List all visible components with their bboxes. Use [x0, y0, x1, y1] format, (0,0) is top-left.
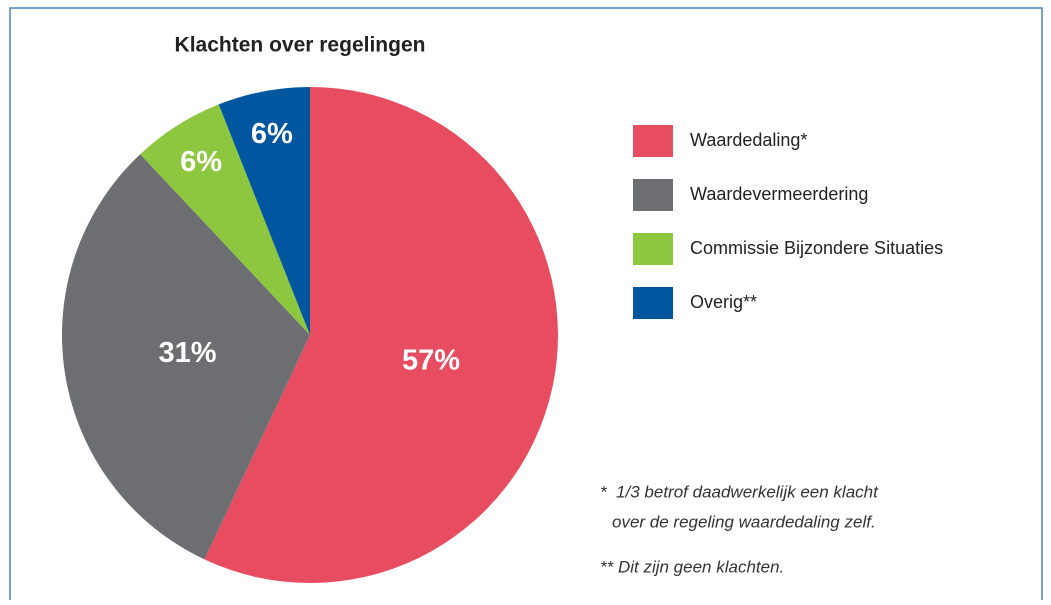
slice-label: 31% — [159, 337, 217, 369]
pie-slice — [62, 154, 310, 560]
legend-swatch — [633, 179, 673, 211]
legend-swatch — [633, 125, 673, 157]
pie-slice — [204, 87, 559, 584]
legend-swatch — [633, 287, 673, 319]
slice-label: 57% — [402, 345, 460, 377]
pie-slice — [218, 87, 310, 335]
legend-label: Waardedaling* — [690, 130, 807, 150]
legend-swatch — [633, 233, 673, 265]
legend-label: Waardevermeerdering — [690, 184, 868, 204]
footnote: * 1/3 betrof daadwerkelijk een klacht — [600, 482, 879, 501]
legend-label: Overig** — [690, 292, 757, 312]
legend-label: Commissie Bijzondere Situaties — [690, 238, 943, 258]
footnote: ** Dit zijn geen klachten. — [600, 557, 784, 576]
slice-label: 6% — [180, 146, 222, 178]
chart-title: Klachten over regelingen — [175, 34, 426, 57]
slice-label: 6% — [251, 118, 293, 150]
pie-slice — [140, 104, 310, 335]
footnote: over de regeling waardedaling zelf. — [612, 512, 876, 531]
